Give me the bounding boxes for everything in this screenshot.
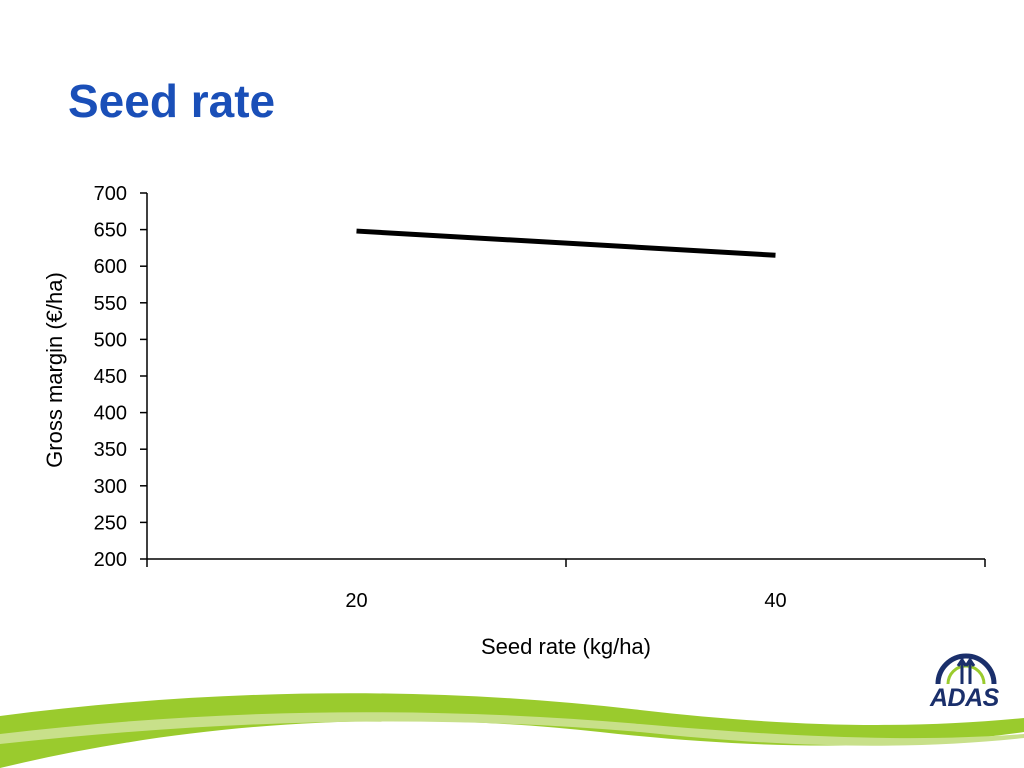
adas-logo: ADAS — [928, 644, 1004, 714]
y-tick-label: 450 — [94, 366, 127, 388]
logo-mark-icon — [935, 653, 997, 685]
y-tick-label: 250 — [94, 512, 127, 534]
x-tick-label: 20 — [345, 590, 367, 612]
y-tick-label: 500 — [94, 329, 127, 351]
y-tick-label: 350 — [94, 439, 127, 461]
logo-text: ADAS — [930, 684, 999, 712]
y-axis-title: Gross margin (€/ha) — [42, 272, 67, 468]
x-axis-title: Seed rate (kg/ha) — [481, 634, 651, 659]
y-tick-label: 700 — [94, 183, 127, 205]
series-line — [356, 228, 776, 258]
y-tick-label: 650 — [94, 220, 127, 242]
footer-swoosh — [0, 693, 1024, 768]
slide-title: Seed rate — [68, 75, 276, 127]
y-tick-label: 600 — [94, 256, 127, 278]
y-tick-label: 550 — [94, 293, 127, 315]
swoosh-highlight — [0, 712, 1024, 746]
x-tick-label: 40 — [764, 590, 786, 612]
y-tick-label: 200 — [94, 549, 127, 571]
y-tick-label: 400 — [94, 403, 127, 425]
swoosh-band — [0, 693, 1024, 768]
y-tick-label: 300 — [94, 476, 127, 498]
line-chart: 200 250 300 350 400 450 500 550 600 650 700 20 40 See… — [42, 183, 986, 659]
